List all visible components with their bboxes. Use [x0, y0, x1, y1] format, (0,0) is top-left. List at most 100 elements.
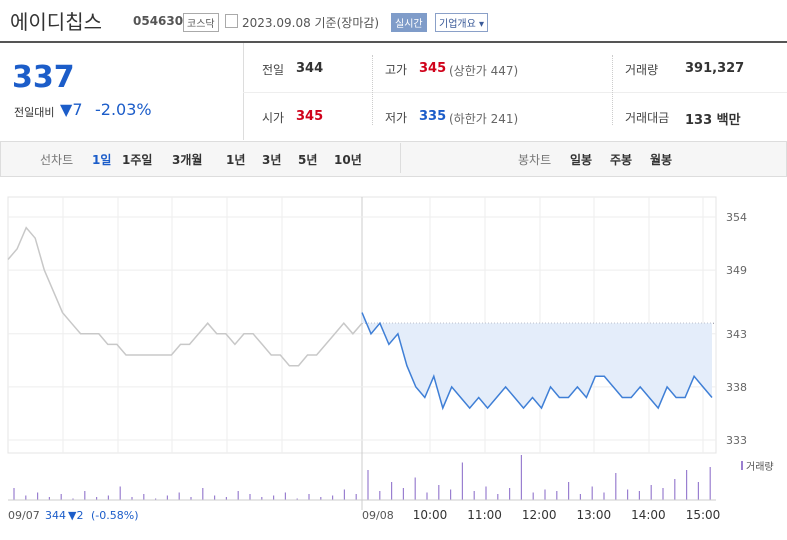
volume-bar [190, 497, 192, 500]
volume-bar [497, 494, 499, 500]
tab[interactable]: 일봉 [570, 153, 593, 167]
volume-bar [13, 488, 15, 500]
volume-bar [225, 497, 227, 500]
stat-label: 전일 [262, 63, 285, 77]
realtime-button[interactable]: 실시간 [391, 13, 427, 32]
tab[interactable]: 월봉 [650, 153, 673, 167]
volume-bar [155, 498, 157, 500]
volume-bar [25, 495, 27, 500]
volume-bar [273, 495, 275, 500]
volume-bar [131, 497, 133, 500]
tab[interactable]: 3개월 [172, 153, 203, 167]
prev-day-line [7, 226, 363, 367]
stock-name: 에이디칩스 [10, 10, 102, 34]
volume-bar [709, 467, 711, 500]
tab[interactable]: 3년 [262, 153, 282, 167]
stat-value: 345 [296, 109, 324, 124]
divider [0, 41, 787, 43]
y-tick-label: 333 [726, 434, 747, 447]
volume-bar [414, 477, 416, 500]
tab[interactable]: 10년 [334, 153, 362, 167]
tab[interactable]: 주봉 [610, 153, 633, 167]
quote-box [0, 43, 244, 140]
prev-date: 09/07 [8, 509, 40, 522]
volume-legend: 거래량 [746, 461, 774, 473]
tab[interactable]: 5년 [298, 153, 318, 167]
stat-value: 335 [419, 109, 447, 124]
stat-label: 고가 [385, 63, 408, 77]
x-tick-label: 11:00 [467, 508, 502, 522]
tab[interactable]: 1일 [92, 153, 112, 167]
stat-label: 거래대금 [625, 111, 670, 125]
volume-bar [84, 491, 86, 500]
stat-note: (하한가 241) [449, 112, 519, 126]
volume-bar [237, 491, 239, 500]
company-button[interactable]: 기업개요 ▾ [435, 13, 489, 32]
prev-close: 344 [45, 509, 66, 522]
volume-bar [355, 494, 357, 500]
x-tick-label: 12:00 [522, 508, 557, 522]
price-line [361, 312, 713, 411]
tab-divider [400, 143, 401, 173]
stock-code: 054630 [133, 14, 184, 28]
tab-bar [0, 141, 787, 177]
tab[interactable]: 1년 [226, 153, 246, 167]
x-tick-label: 14:00 [631, 508, 666, 522]
volume-bar [473, 491, 475, 500]
change-pct: -2.03% [95, 100, 152, 119]
volume-bar [568, 482, 570, 500]
calendar-icon [225, 14, 238, 28]
volume-bar [178, 492, 180, 500]
stat-value: 133 백만 [685, 113, 741, 128]
change-value: 7 [72, 100, 83, 119]
date: 2023.09.08 기준(장마감) [242, 16, 380, 30]
volume-bar [615, 473, 617, 500]
volume-bar [556, 491, 558, 500]
volume-bar [674, 479, 676, 500]
tab[interactable]: 1주일 [122, 153, 153, 167]
volume-bar [214, 495, 216, 500]
volume-bar [697, 482, 699, 500]
x-tick-label: 15:00 [686, 508, 721, 522]
volume-bar [320, 497, 322, 500]
volume-bar [426, 492, 428, 500]
change: ▼7 [60, 100, 83, 119]
volume-bar [332, 495, 334, 500]
volume-bar [603, 492, 605, 500]
volume-bar [591, 486, 593, 500]
volume-bar [638, 491, 640, 500]
change-label: 전일대비 [14, 106, 55, 119]
y-tick-label: 354 [726, 211, 747, 224]
volume-bar [520, 455, 522, 500]
volume-bar [284, 492, 286, 500]
volume-bar [202, 488, 204, 500]
volume-bar [485, 486, 487, 500]
volume-bar [107, 495, 109, 500]
volume-bar [662, 488, 664, 500]
volume-bar [532, 492, 534, 500]
volume-bar [686, 470, 688, 500]
volume-bar [249, 494, 251, 500]
stat-value: 344 [296, 61, 324, 76]
prev-change: ▼2 [68, 509, 83, 522]
tab-label: 선차트 [40, 153, 74, 167]
volume-bar [579, 494, 581, 500]
volume-bar [343, 489, 345, 500]
volume-bar [60, 494, 62, 500]
volume-bar [166, 495, 168, 500]
y-tick-label: 343 [726, 328, 747, 341]
volume-bar [96, 497, 98, 500]
x-tick-label: 13:00 [577, 508, 612, 522]
market-badge: 코스닥 [183, 13, 219, 32]
stat-label: 시가 [262, 111, 285, 125]
company-label: 기업개요 [439, 19, 476, 30]
volume-bar [119, 486, 121, 500]
y-tick-label: 349 [726, 264, 747, 277]
volume-bar [650, 485, 652, 500]
stat-vline [372, 55, 373, 125]
volume-bar [450, 489, 452, 500]
stat-hline [243, 92, 787, 93]
volume-bar [391, 482, 393, 500]
